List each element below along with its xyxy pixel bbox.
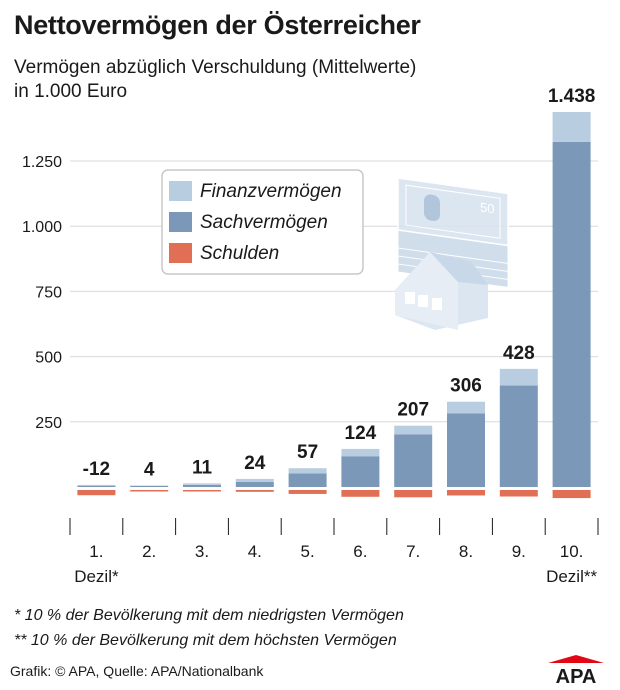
bar-sachvermoegen <box>288 473 327 487</box>
source-credit: Grafik: © APA, Quelle: APA/Nationalbank <box>10 663 264 679</box>
x-category-label: 1. <box>89 542 103 561</box>
bar-finanzvermoegen <box>394 425 433 435</box>
bar-sachvermoegen <box>183 484 221 487</box>
house-illustration <box>395 252 488 330</box>
x-category-label: 4. <box>248 542 262 561</box>
bar-finanzvermoegen <box>183 483 221 485</box>
bar-schulden <box>394 490 433 498</box>
bar-schulden <box>77 490 116 496</box>
bar-sachvermoegen <box>341 456 380 487</box>
bar-sachvermoegen <box>130 485 169 487</box>
legend-swatch-sachvermoegen <box>169 212 192 232</box>
y-tick-label: 500 <box>35 350 62 367</box>
legend-label-schulden: Schulden <box>200 243 279 264</box>
chart-title: Nettovermögen der Österreicher <box>14 10 421 40</box>
legend-label-sachvermoegen: Sachvermögen <box>200 212 328 233</box>
bar-finanzvermoegen <box>288 468 327 474</box>
svg-text:APA: APA <box>556 666 597 685</box>
legend-swatch-schulden <box>169 243 192 263</box>
data-label: 124 <box>345 423 377 444</box>
y-axis-ticks: 250 500 750 1.000 1.250 <box>22 154 62 432</box>
x-category-label: 9. <box>512 542 526 561</box>
bar-schulden <box>235 490 274 492</box>
data-label: 428 <box>503 343 535 364</box>
x-category-label: 6. <box>353 542 367 561</box>
data-label: 1.438 <box>548 86 596 107</box>
y-tick-label: 1.250 <box>22 154 62 171</box>
bar-finanzvermoegen <box>341 448 380 457</box>
data-label: 306 <box>450 376 482 397</box>
x-category-sublabel: Dezil* <box>74 567 119 586</box>
bar-sachvermoegen <box>499 385 538 487</box>
x-category-label: 7. <box>406 542 420 561</box>
data-label: 11 <box>192 457 213 478</box>
legend-box <box>161 169 364 275</box>
data-label: 4 <box>144 459 155 480</box>
x-category-label: 10. <box>560 542 584 561</box>
bar-schulden <box>183 490 221 492</box>
bar-finanzvermoegen <box>447 401 485 414</box>
legend-label-finanzvermoegen: Finanzvermögen <box>200 181 342 202</box>
legend-swatch-finanzvermoegen <box>169 181 192 201</box>
subtitle-line-1: Vermögen abzüglich Verschuldung (Mittelw… <box>14 57 417 78</box>
apa-logo: APA <box>548 655 604 685</box>
bar-sachvermoegen <box>394 434 433 487</box>
legend: Finanzvermögen Sachvermögen Schulden <box>161 169 364 275</box>
bar-finanzvermoegen <box>235 478 274 482</box>
bar-sachvermoegen <box>552 141 591 487</box>
bar-sachvermoegen <box>235 481 274 487</box>
bar-schulden <box>552 490 591 499</box>
data-label: 207 <box>397 400 429 421</box>
x-category-label: 5. <box>301 542 315 561</box>
bar-finanzvermoegen <box>552 111 591 142</box>
bar-schulden <box>341 490 380 497</box>
data-label: 24 <box>244 453 266 474</box>
x-category-sublabel: Dezil** <box>546 567 597 586</box>
svg-text:50: 50 <box>480 200 494 217</box>
bar-sachvermoegen <box>447 413 485 487</box>
bar-finanzvermoegen <box>130 485 169 486</box>
bar-schulden <box>447 490 485 496</box>
chart-subtitle: Vermögen abzüglich Verschuldung (Mittelw… <box>14 56 534 104</box>
x-category-label: 3. <box>195 542 209 561</box>
footnotes: * 10 % der Bevölkerung mit dem niedrigst… <box>14 603 404 653</box>
y-tick-label: 750 <box>35 284 62 301</box>
bar-finanzvermoegen <box>499 368 538 386</box>
footnote-highest: ** 10 % der Bevölkerung mit dem höchsten… <box>14 632 397 649</box>
bar-sachvermoegen <box>77 485 116 487</box>
bar-finanzvermoegen <box>77 484 116 486</box>
footnote-lowest: * 10 % der Bevölkerung mit dem niedrigst… <box>14 607 404 624</box>
bar-schulden <box>288 490 327 494</box>
data-label: 57 <box>297 442 318 463</box>
subtitle-line-2: in 1.000 Euro <box>14 81 128 102</box>
bar-schulden <box>499 490 538 497</box>
bar-chart: 250 500 750 1.000 1.250 50 Finanzvermögen Sa… <box>22 86 599 586</box>
x-axis: 1. Dezil* 2. 3. 4. 5. 6. 7. 8. 9. 10. Dezil** <box>69 518 599 586</box>
x-category-label: 8. <box>459 542 473 561</box>
y-tick-label: 250 <box>35 415 62 432</box>
data-label: -12 <box>83 459 110 480</box>
x-category-label: 2. <box>142 542 156 561</box>
bars <box>77 111 591 499</box>
data-labels: -12 4 11 24 57 124 207 306 428 1.438 <box>83 86 596 480</box>
bar-schulden <box>130 490 169 492</box>
y-tick-label: 1.000 <box>22 219 62 236</box>
